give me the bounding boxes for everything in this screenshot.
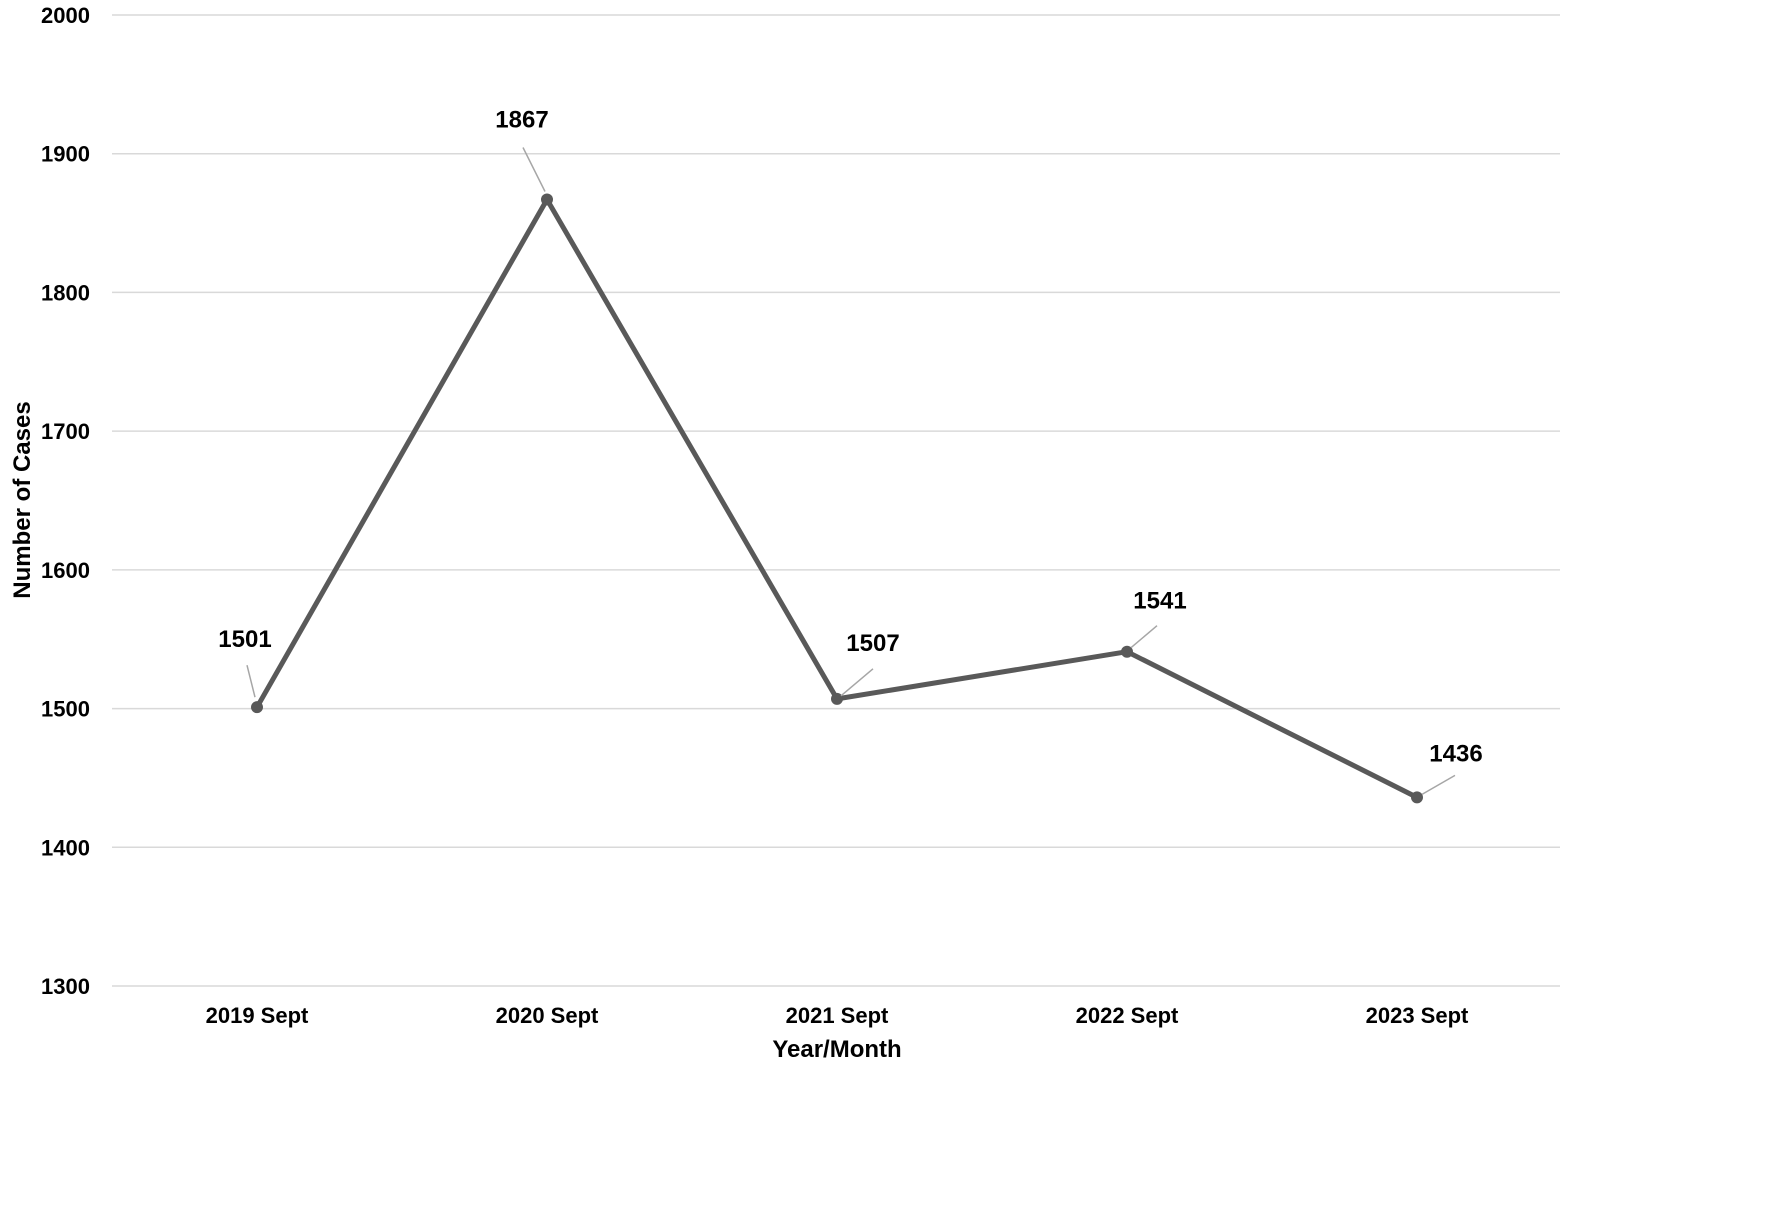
x-tick-label: 2019 Sept <box>206 1003 309 1028</box>
data-label-leader <box>246 665 256 698</box>
data-label: 1501 <box>218 626 271 653</box>
data-label: 1507 <box>846 630 899 657</box>
data-label-leader <box>1421 774 1456 795</box>
data-label: 1436 <box>1429 740 1482 767</box>
y-tick-label: 1700 <box>41 419 90 444</box>
data-label: 1867 <box>495 106 548 133</box>
y-tick-label: 1600 <box>41 558 90 583</box>
x-tick-label: 2022 Sept <box>1076 1003 1179 1028</box>
y-tick-label: 1900 <box>41 142 90 167</box>
y-tick-label: 1300 <box>41 974 90 999</box>
data-point <box>251 701 263 714</box>
y-tick-label: 1800 <box>41 280 90 305</box>
data-point <box>1121 645 1133 658</box>
y-tick-label: 1500 <box>41 697 90 722</box>
series-line <box>254 196 1420 800</box>
series-layer <box>251 193 1423 804</box>
data-labels: 1501 1867 1507 1541 1436 <box>218 106 1483 795</box>
x-axis-ticks: 2019 Sept 2020 Sept 2021 Sept 2022 Sept 2023… <box>206 1003 1469 1028</box>
data-point <box>541 193 553 206</box>
x-axis-title: Year/Month <box>772 1036 901 1063</box>
y-axis-title: Number of Cases <box>9 401 36 598</box>
y-axis-ticks: 1300 1400 1500 1600 1700 1800 1900 2000 <box>41 3 90 999</box>
y-tick-label: 2000 <box>41 3 90 28</box>
data-label-leader <box>840 668 874 697</box>
data-point <box>831 692 843 705</box>
data-label-leader <box>522 147 546 192</box>
data-label: 1541 <box>1133 588 1186 615</box>
x-tick-label: 2020 Sept <box>496 1003 599 1028</box>
x-tick-label: 2023 Sept <box>1366 1003 1469 1028</box>
data-point <box>1411 791 1423 804</box>
gridlines <box>112 14 1560 987</box>
x-tick-label: 2021 Sept <box>786 1003 889 1028</box>
data-label-leader <box>1130 625 1158 649</box>
y-tick-label: 1400 <box>41 835 90 860</box>
